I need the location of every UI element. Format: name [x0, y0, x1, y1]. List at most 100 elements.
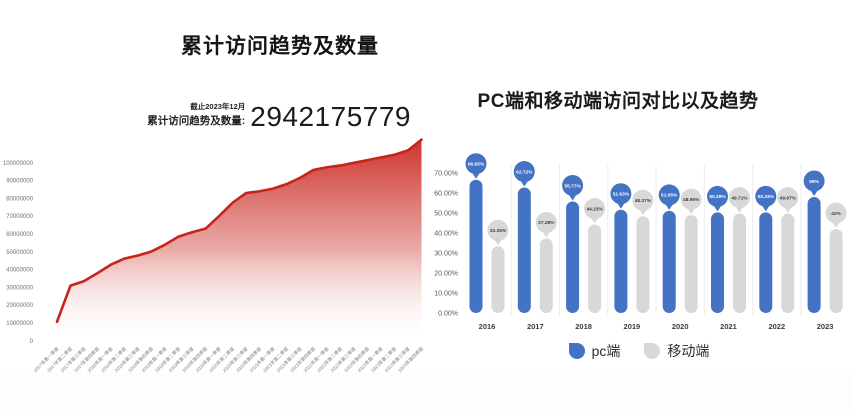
- pct-y-tick-label: 40.00%: [434, 231, 458, 238]
- year-label-2020: 2020: [672, 322, 689, 331]
- balloon-tail: [568, 194, 577, 201]
- area-y-tick-label: 80000000: [6, 196, 33, 202]
- legend-item-mobile: 移动端: [644, 341, 709, 361]
- legend-label-pc: pc端: [591, 343, 621, 359]
- pc-balloon-2022: [755, 185, 777, 207]
- balloon-tail: [520, 180, 529, 187]
- pc-value-label: 58%: [809, 179, 819, 185]
- balloon-tail: [494, 239, 502, 246]
- cumulative-total-annotation: 截止2023年12月 累计访问趋势及数量: 2942175779: [147, 101, 411, 131]
- balloon-tail: [832, 221, 841, 228]
- year-label-2023: 2023: [817, 322, 834, 331]
- pc-bar-2018: [566, 201, 580, 313]
- mobile-bar-2020: [684, 215, 698, 313]
- mobile-bar-2021: [733, 213, 746, 313]
- pc-value-label: 51.63%: [613, 192, 630, 198]
- year-label-2018: 2018: [575, 322, 592, 331]
- area-y-tick-label: 0: [30, 339, 34, 345]
- pc-value-label: 55.77%: [564, 183, 581, 189]
- right-chart-title: PC端和移动端访问对比以及趋势: [477, 91, 759, 112]
- pct-y-tick-label: 30.00%: [434, 251, 458, 258]
- area-y-tick-label: 30000000: [6, 285, 33, 291]
- pc-balloon-2021: [707, 185, 728, 207]
- area-y-tick-label: 90000000: [6, 179, 33, 185]
- balloon-tail: [735, 206, 744, 213]
- mobile-value-label: 33.35%: [490, 228, 507, 234]
- mobile-balloon-2022: [777, 187, 799, 209]
- mobile-balloon-2018: [584, 198, 606, 220]
- area-trend-line: [55, 138, 423, 324]
- pc-value-label: 62.72%: [516, 169, 533, 175]
- area-y-tick-label: 60000000: [6, 232, 33, 238]
- year-label-2017: 2017: [527, 322, 544, 331]
- balloon-tail: [783, 206, 792, 213]
- legend-label-mobile: 移动端: [667, 343, 710, 359]
- mobile-value-label: 44.23%: [586, 206, 603, 212]
- left-chart-title: 累计访问趋势及数量: [181, 35, 379, 58]
- mobile-balloon-2020: [680, 188, 702, 210]
- balloon-tail: [638, 209, 647, 216]
- balloon-tail: [713, 205, 722, 212]
- area-fill: [57, 139, 422, 341]
- pc-bar-2020: [662, 210, 676, 313]
- mobile-balloon-2021: [729, 187, 750, 209]
- pct-y-tick-label: 0.00%: [438, 311, 458, 318]
- pct-y-tick-label: 10.00%: [434, 291, 458, 298]
- pc-bar-2019: [614, 209, 628, 313]
- mobile-bar-2017: [539, 238, 553, 313]
- balloon-tail: [590, 217, 599, 224]
- pct-y-tick-label: 60.00%: [434, 191, 458, 198]
- pc-bar-2021: [711, 212, 724, 313]
- mobile-balloon-2017: [535, 211, 557, 233]
- pc-value-label: 51.05%: [661, 193, 678, 199]
- area-y-tick-label: 100000000: [3, 161, 34, 167]
- year-label-2016: 2016: [479, 322, 496, 331]
- mobile-value-label: 49.71%: [731, 195, 748, 201]
- balloon-tail: [616, 202, 625, 209]
- mobile-bar-2019: [636, 216, 650, 313]
- pc-value-label: 50.33%: [758, 194, 775, 200]
- area-y-tick-label: 70000000: [6, 214, 33, 220]
- pc-droplet-icon: [568, 343, 585, 359]
- area-y-tick-label: 50000000: [6, 250, 33, 256]
- pc-balloon-2020: [658, 184, 680, 206]
- pc-balloon-2019: [610, 183, 632, 205]
- year-label-2019: 2019: [624, 322, 641, 331]
- pc-balloon-2023: [803, 170, 825, 192]
- area-y-tick-label: 10000000: [6, 321, 33, 327]
- annotation-label: 累计访问趋势及数量:: [147, 115, 246, 127]
- mobile-bar-2022: [781, 213, 795, 313]
- balloon-tail: [810, 189, 819, 196]
- annotation-date-note: 截止2023年12月: [190, 102, 246, 111]
- pc-bar-2023: [807, 197, 821, 313]
- pct-y-tick-label: 20.00%: [434, 271, 458, 278]
- balloon-tail: [472, 172, 480, 179]
- pc-balloon-2017: [513, 161, 535, 183]
- pct-y-tick-label: 50.00%: [434, 211, 458, 218]
- mobile-value-label: 37.28%: [538, 220, 555, 226]
- area-y-tick-label: 40000000: [6, 268, 33, 274]
- pc-bar-2017: [517, 187, 531, 313]
- mobile-value-label: 48.37%: [635, 198, 652, 204]
- mobile-bar-2018: [588, 224, 602, 313]
- mobile-balloon-2019: [632, 189, 654, 211]
- pc-value-label: 66.65%: [468, 162, 485, 168]
- annotation-total-value: 2942175779: [250, 101, 411, 132]
- mobile-bar-2023: [829, 229, 843, 313]
- year-label-2022: 2022: [768, 322, 785, 331]
- pc-bar-2022: [759, 212, 773, 313]
- mobile-value-label: 42%: [831, 211, 841, 217]
- pc-bar-2016: [469, 179, 483, 313]
- chart-legend: pc端 移动端: [426, 341, 852, 361]
- balloon-tail: [761, 205, 770, 212]
- balloon-tail: [687, 207, 696, 215]
- pc-value-label: 50.29%: [709, 194, 726, 200]
- pc-balloon-2016: [465, 153, 487, 175]
- mobile-droplet-icon: [644, 343, 661, 359]
- mobile-balloon-2016: [487, 219, 509, 241]
- cumulative-area-chart: 0 10000000 20000000 30000000 40000000 5000000…: [3, 138, 425, 374]
- balloon-tail: [665, 203, 674, 210]
- pc-balloon-2018: [562, 174, 584, 196]
- bottom-strip: [0, 373, 852, 411]
